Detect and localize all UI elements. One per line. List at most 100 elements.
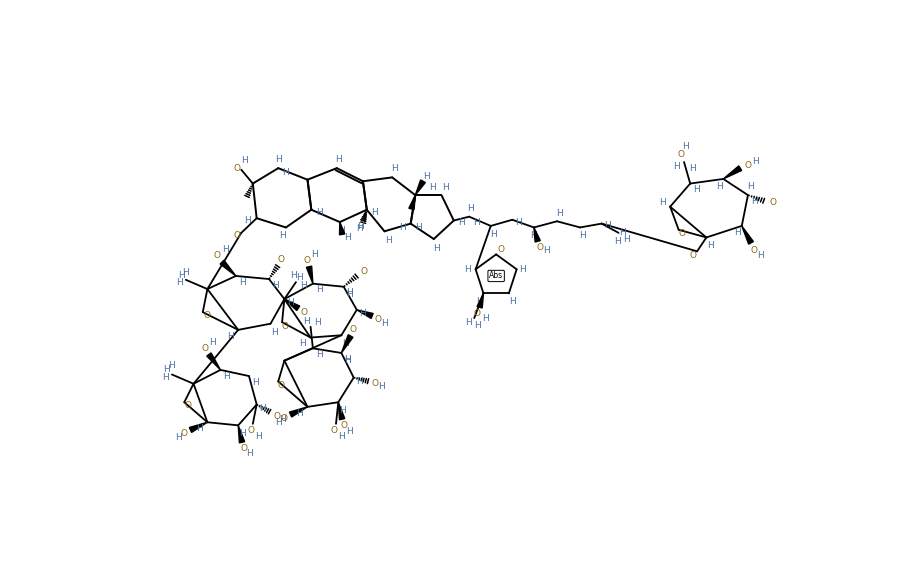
Text: H: H [279,231,285,241]
Text: H: H [296,408,303,418]
Text: O: O [537,243,544,252]
Text: H: H [707,241,714,249]
Text: H: H [515,218,522,227]
Text: H: H [314,318,321,328]
Polygon shape [409,195,415,210]
Text: H: H [223,372,230,380]
Polygon shape [306,266,313,284]
Text: O: O [750,246,758,255]
Text: H: H [757,251,763,260]
Text: H: H [338,226,345,235]
Text: H: H [378,382,385,392]
Text: H: H [474,321,481,330]
Text: H: H [183,267,189,277]
Text: O: O [247,426,254,435]
Text: H: H [442,183,449,192]
Text: H: H [239,278,246,287]
Text: H: H [604,222,611,230]
Text: H: H [415,223,421,232]
Text: H: H [296,273,303,282]
Text: H: H [282,168,290,176]
Text: H: H [556,209,563,218]
Text: H: H [197,424,203,433]
Text: H: H [464,318,472,327]
Text: O: O [349,325,356,334]
Text: H: H [613,237,621,246]
Text: H: H [271,328,278,336]
Text: H: H [163,373,169,382]
Text: H: H [467,204,474,213]
Text: H: H [260,404,266,413]
Text: H: H [752,158,759,166]
Text: H: H [227,332,234,340]
Text: H: H [301,281,307,289]
Polygon shape [534,227,540,242]
Text: O: O [281,414,288,423]
Text: O: O [241,444,248,453]
Text: H: H [747,182,754,191]
Text: H: H [175,433,182,442]
Text: H: H [458,218,465,227]
Text: H: H [315,208,323,216]
Text: H: H [346,288,353,298]
Text: H: H [222,245,228,254]
Text: O: O [301,309,308,317]
Text: O: O [679,229,686,238]
Text: H: H [689,164,696,173]
Text: H: H [244,216,250,225]
Polygon shape [284,299,300,310]
Text: H: H [530,231,537,241]
Text: O: O [273,412,281,420]
Text: H: H [385,236,392,245]
Text: O: O [360,267,367,276]
Text: H: H [357,222,364,231]
Polygon shape [338,403,345,420]
Polygon shape [341,335,353,353]
Text: H: H [209,338,216,347]
Text: O: O [278,381,285,390]
Text: H: H [735,227,741,237]
Text: H: H [359,309,367,318]
Text: H: H [287,298,294,307]
Text: H: H [338,433,345,441]
Text: O: O [214,252,221,260]
Polygon shape [290,407,307,417]
Text: H: H [464,265,472,274]
Text: O: O [277,255,284,263]
Text: O: O [181,429,187,438]
Text: H: H [176,278,183,287]
Polygon shape [220,260,236,276]
Text: O: O [234,231,241,240]
Text: O: O [202,344,208,353]
Polygon shape [477,293,484,308]
Text: H: H [345,354,351,364]
Text: H: H [750,197,758,206]
Text: H: H [659,198,665,207]
Text: H: H [346,290,353,299]
Text: H: H [335,155,342,164]
Text: O: O [303,256,310,265]
Text: O: O [677,150,685,159]
Text: Abs: Abs [489,271,504,281]
Text: O: O [185,401,192,410]
Text: H: H [271,281,279,289]
Polygon shape [189,422,207,433]
Text: O: O [331,426,338,435]
Text: H: H [482,314,488,322]
Text: H: H [543,246,549,255]
Text: H: H [315,285,323,294]
Text: H: H [673,162,680,171]
Text: H: H [509,296,516,306]
Text: H: H [178,271,185,280]
Text: H: H [315,350,323,359]
Text: H: H [255,433,261,441]
Text: H: H [429,183,436,192]
Text: O: O [372,379,378,388]
Text: H: H [579,231,586,241]
Polygon shape [723,166,741,179]
Text: H: H [241,156,248,165]
Text: O: O [690,251,696,260]
Text: H: H [422,172,430,181]
Text: H: H [291,271,297,281]
Text: O: O [375,314,382,324]
